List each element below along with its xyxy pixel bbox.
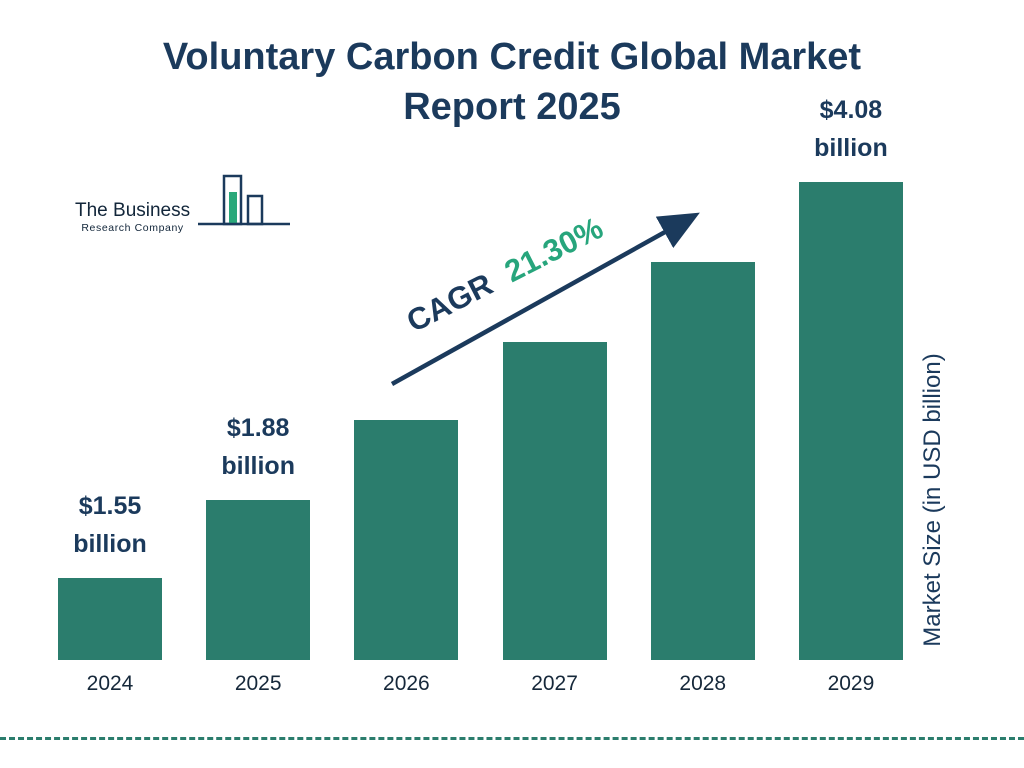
company-name: The Business [75, 200, 191, 221]
company-subname: Research Company [81, 222, 184, 234]
page-title-line1: Voluntary Carbon Credit Global Market [162, 36, 862, 78]
bar-2026 [354, 420, 459, 660]
bar-2027 [502, 342, 607, 660]
company-logo: The Business Research Company [75, 174, 292, 241]
bar-2029 [798, 182, 903, 660]
x-axis-label-2025: 2025 [234, 672, 282, 695]
bar-value-label-2025: $1.88 billion [221, 413, 295, 481]
bar-2025 [206, 500, 311, 660]
bar-value-label-2029: $4.08 billion [814, 95, 888, 163]
page-title-line2: Report 2025 [403, 86, 621, 129]
bar-2028 [650, 262, 755, 660]
bar-column-2027: 2027 [502, 342, 607, 695]
bar-column-2024: $1.55 billion 2024 [58, 487, 162, 695]
x-axis-label-2029: 2029 [827, 672, 875, 695]
bar-chart: $1.55 billion 2024 $1.88 billion 2025 2026 2027… [58, 91, 903, 695]
company-logo-text: The Business Research Company [75, 200, 190, 234]
y-axis-label: Market Size (in USD billion) [919, 353, 946, 647]
bar-value-label-2024: $1.55 billion [73, 491, 147, 559]
bar-column-2025: $1.88 billion 2025 [206, 409, 311, 695]
x-axis-label-2024: 2024 [86, 672, 134, 695]
x-axis-label-2027: 2027 [531, 672, 578, 695]
bar-column-2029: $4.08 billion 2029 [798, 91, 903, 695]
page-title: Voluntary Carbon Credit Global Market Re… [0, 32, 1024, 132]
bottom-dashed-divider [0, 737, 1024, 740]
bar-column-2028: 2028 [650, 262, 755, 695]
bar-2024 [58, 578, 162, 660]
bar-chart-logo-icon [196, 172, 292, 241]
x-axis-label-2028: 2028 [679, 672, 727, 695]
x-axis-label-2026: 2026 [383, 672, 430, 695]
bar-column-2026: 2026 [354, 420, 459, 695]
